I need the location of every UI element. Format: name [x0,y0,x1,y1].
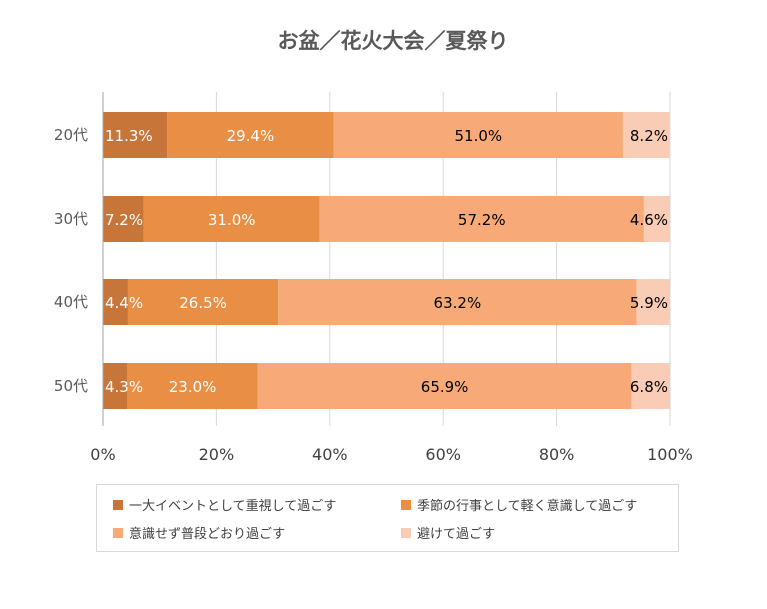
legend-swatch [113,527,123,538]
x-tick-label: 20% [199,445,235,464]
bar-segment [631,363,670,409]
data-label: 65.9% [421,378,469,396]
bar-segment [636,279,670,325]
legend-swatch [113,499,123,510]
bar-segment [103,112,168,158]
data-label: 7.2% [105,211,143,229]
x-tick-label: 0% [90,445,115,464]
category-label: 40代 [54,293,88,311]
x-tick-label: 60% [425,445,461,464]
bar-segment [127,279,279,325]
bar-segment [103,196,144,242]
data-label: 4.4% [105,294,143,312]
bar-segment [643,196,670,242]
data-label: 57.2% [458,211,506,229]
data-label: 26.5% [179,294,227,312]
legend-item: 一大イベントとして重視して過ごす [113,495,336,514]
legend-item: 季節の行事として軽く意識して過ごす [401,495,637,514]
legend-swatch [401,499,411,510]
bar-segment [167,112,334,158]
data-label: 4.6% [630,211,668,229]
data-label: 6.8% [630,378,668,396]
legend: 一大イベントとして重視して過ごす 季節の行事として軽く意識して過ごす意識せず普段ど… [96,484,679,552]
data-label: 5.9% [630,294,668,312]
legend-label: 避けて過ごす [417,527,496,542]
data-label: 23.0% [169,378,217,396]
bar-segment [622,112,670,158]
x-tick-label: 100% [647,445,693,464]
legend-item: 意識せず普段どおり過ごす [113,523,285,542]
x-tick-label: 40% [312,445,348,464]
bar-segment [278,279,637,325]
bar-segment [333,112,623,158]
data-label: 63.2% [434,294,482,312]
chart-title: お盆／花火大会／夏祭り [278,29,509,53]
legend-item: 避けて過ごす [401,523,495,542]
bars-layer [103,112,670,409]
bar-segment [103,363,128,409]
data-label: 31.0% [208,211,256,229]
data-label: 51.0% [455,127,503,145]
labels-layer: 11.3% 29.4% 51.0% 8.2% 7.2% 31.0% 57.2% 4.6% 4.4… [105,127,668,396]
category-label: 30代 [54,210,88,228]
bar-segment [127,363,258,409]
legend-label: 季節の行事として軽く意識して過ごす [417,499,638,514]
bar-segment [319,196,644,242]
bar-segment [103,279,128,325]
axis-layer: 0% 20% 40% 60% 80% 100% 20代 30代 40代 50代 [54,92,693,464]
legend-label: 一大イベントとして重視して過ごす [129,499,337,514]
data-label: 29.4% [227,127,275,145]
data-label: 11.3% [105,127,153,145]
data-label: 4.3% [105,378,143,396]
category-label: 50代 [54,377,88,395]
bar-segment [143,196,320,242]
legend-label: 意識せず普段どおり過ごす [129,527,286,542]
bar-segment [257,363,632,409]
data-label: 8.2% [630,127,668,145]
x-tick-label: 80% [539,445,575,464]
category-label: 20代 [54,126,88,144]
legend-swatch [401,527,411,538]
